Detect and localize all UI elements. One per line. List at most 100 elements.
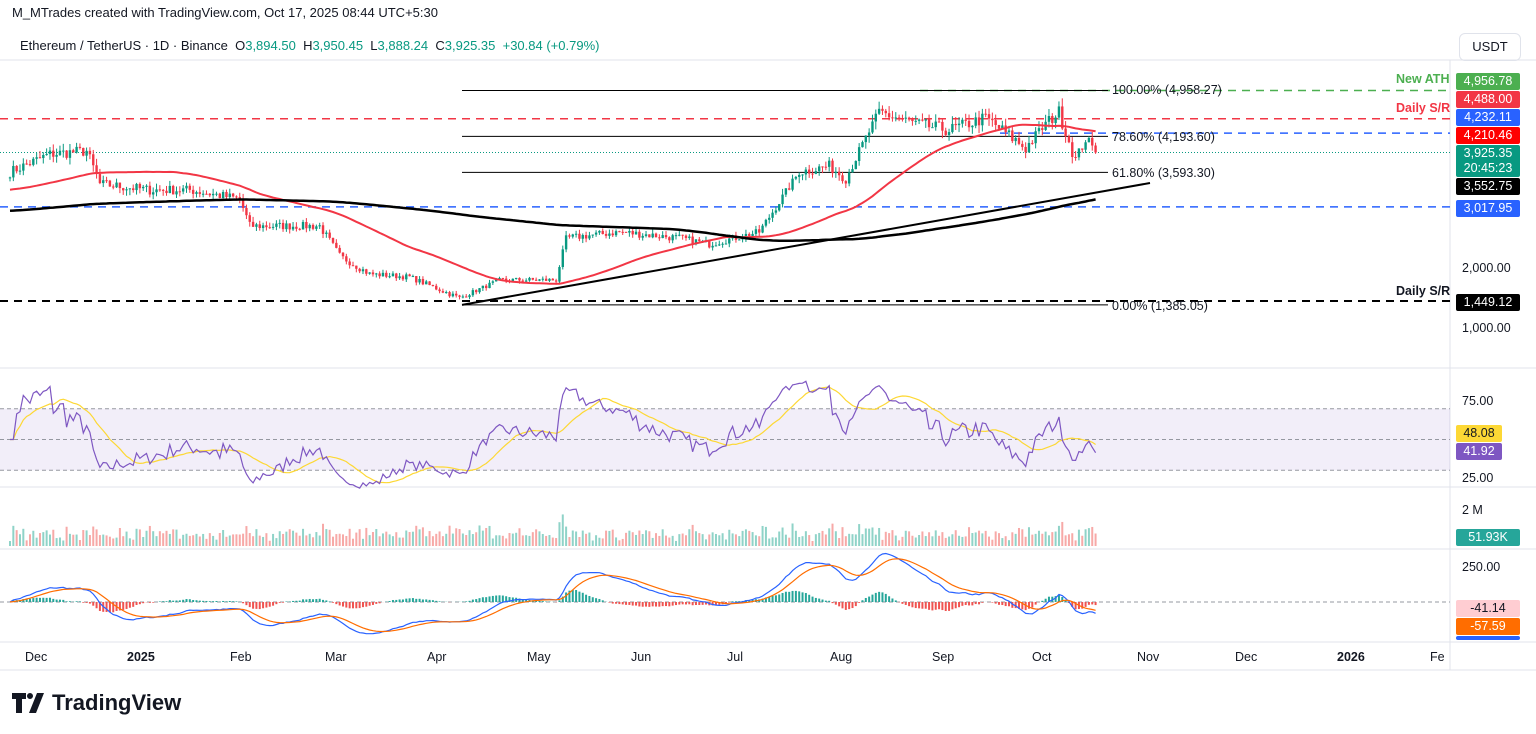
candle xyxy=(268,227,271,229)
macd-histogram-bar xyxy=(278,602,281,603)
candle xyxy=(358,268,361,272)
macd-histogram-bar xyxy=(1087,602,1090,605)
volume-bar xyxy=(734,534,737,546)
volume-bar xyxy=(1014,533,1017,546)
volume-bar xyxy=(242,533,245,546)
macd-histogram-bar xyxy=(32,598,35,602)
candle xyxy=(764,219,768,226)
volume-bar xyxy=(591,540,594,546)
volume-bar xyxy=(1084,529,1087,546)
candle xyxy=(817,166,821,172)
macd-histogram-bar xyxy=(405,598,408,602)
candle xyxy=(112,186,115,188)
candle xyxy=(425,281,428,285)
candle xyxy=(368,272,371,274)
macd-signal-line xyxy=(9,558,1096,633)
volume-bar xyxy=(521,535,524,546)
support-level-badge: 3,017.95 xyxy=(1456,200,1520,217)
candle xyxy=(415,276,418,283)
macd-histogram-bar xyxy=(991,602,994,603)
macd-line-badge xyxy=(1456,636,1520,640)
volume-bar xyxy=(545,535,548,546)
currency-button[interactable]: USDT xyxy=(1459,33,1521,61)
volume-bar xyxy=(575,531,578,546)
volume-bar xyxy=(741,530,744,546)
macd-histogram-bar xyxy=(152,602,155,603)
blue-level-badge: 4,232.11 xyxy=(1456,109,1520,126)
candle xyxy=(668,237,671,241)
volume-bar xyxy=(801,536,804,546)
volume-bar xyxy=(155,536,158,546)
candle xyxy=(824,166,828,168)
volume-bar xyxy=(468,530,471,546)
volume-bar xyxy=(258,535,261,546)
candle xyxy=(288,223,291,230)
macd-histogram-bar xyxy=(375,602,378,604)
volume-bar xyxy=(265,533,268,546)
macd-histogram-bar xyxy=(655,602,658,607)
candle xyxy=(22,163,25,171)
candle xyxy=(441,291,445,293)
volume-bar xyxy=(978,530,981,546)
volume-bar xyxy=(335,534,338,546)
volume-bar xyxy=(441,536,444,546)
volume-bar xyxy=(864,528,867,546)
macd-histogram-bar xyxy=(65,601,68,602)
volume-bar xyxy=(222,530,225,546)
volume-bar xyxy=(361,538,364,546)
volume-bar xyxy=(342,534,344,546)
candle xyxy=(1091,137,1094,146)
volume-bar xyxy=(25,540,28,546)
candle xyxy=(1037,128,1041,132)
symbol-name[interactable]: Ethereum / TetherUS · 1D · Binance xyxy=(20,38,228,53)
volume-bar xyxy=(1004,536,1007,546)
volume-bar xyxy=(278,531,281,546)
candle xyxy=(1054,117,1057,124)
daily-sr-label-red: Daily S/R xyxy=(1396,101,1451,115)
candle xyxy=(1041,128,1044,130)
candle xyxy=(634,231,638,235)
candle xyxy=(728,238,731,244)
tradingview-logo[interactable]: TradingView xyxy=(12,690,181,716)
candle xyxy=(638,231,641,238)
volume-bar xyxy=(668,537,671,546)
macd-histogram-bar xyxy=(105,602,108,612)
volume-bar xyxy=(198,536,201,546)
candle xyxy=(581,235,584,239)
candle xyxy=(321,225,325,234)
candle xyxy=(604,234,608,236)
candle xyxy=(941,121,944,131)
candle xyxy=(484,285,488,289)
volume-bar xyxy=(135,528,138,546)
macd-histogram-bar xyxy=(771,595,774,602)
macd-histogram-bar xyxy=(838,602,841,607)
volume-bar xyxy=(854,534,857,546)
rsi-line xyxy=(10,380,1097,489)
volume-bar xyxy=(888,533,891,546)
candle xyxy=(947,132,951,135)
macd-histogram-bar xyxy=(138,602,141,605)
last-price: 3,925.35 xyxy=(1463,146,1513,160)
macd-histogram-bar xyxy=(628,602,631,605)
high-value: 3,950.45 xyxy=(312,38,364,53)
candle xyxy=(917,119,921,121)
volume-bar xyxy=(358,529,361,546)
candle xyxy=(185,185,188,189)
volume-bar xyxy=(45,530,48,546)
macd-histogram-bar xyxy=(408,598,411,602)
volume-bar xyxy=(375,529,378,546)
candle xyxy=(808,169,811,174)
macd-histogram-bar xyxy=(535,600,538,602)
macd-histogram-bar xyxy=(411,598,414,602)
volume-bar xyxy=(881,539,884,546)
macd-histogram-bar xyxy=(788,591,791,602)
candle xyxy=(465,296,468,298)
volume-bar xyxy=(391,536,394,546)
volume-bar xyxy=(844,536,847,546)
volume-bar xyxy=(371,532,374,546)
high-label: H xyxy=(303,38,313,53)
volume-bar xyxy=(541,533,544,546)
volume-bar xyxy=(558,522,561,546)
candle xyxy=(921,119,924,121)
